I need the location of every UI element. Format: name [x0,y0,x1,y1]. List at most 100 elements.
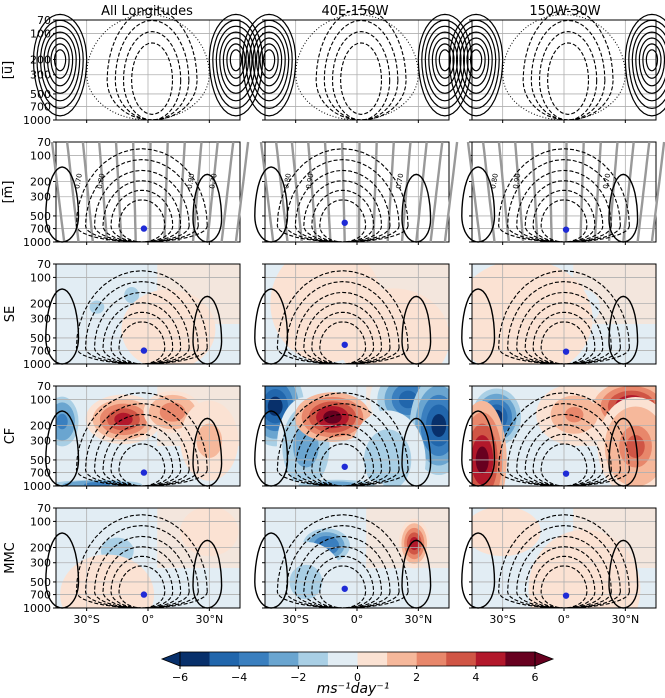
streamfunction-contour-solid [401,539,432,609]
angular-momentum-contour [98,141,109,243]
colorbar-extend-high [534,651,555,667]
row-label-cf: CF [3,428,18,445]
col-title-40e-150w: 40E-150W [321,4,388,19]
zonal-wind-contour [635,31,665,94]
blue-marker [341,341,348,348]
y-tick-label: 200 [30,175,51,188]
streamfunction-contour-dashed [516,413,612,487]
row-label-se: SE [3,306,18,322]
zonal-wind-contour [248,25,290,102]
streamfunction-contour-dashed [516,291,612,365]
streamfunction-contour-dashed [75,270,208,365]
streamfunction-contour-dashed [532,433,596,487]
blue-marker [562,348,570,355]
colorbar-tick-label: −6 [172,671,188,684]
colorbar-tick-label: 4 [472,671,479,684]
zonal-wind-contour-dashed [131,42,174,115]
angular-momentum-contour [357,141,361,243]
angular-momentum-contour [607,141,619,243]
streamfunction-contour-dashed [93,291,190,365]
x-tick-label: 30°N [195,613,223,626]
blue-marker [140,469,148,476]
zonal-wind-contour-dashed [522,8,614,121]
zonal-wind-contour [226,43,246,79]
x-tick-label: 0° [351,613,364,626]
angular-momentum-contour-label: 0.90 [186,173,197,190]
y-tick-label: 70 [37,14,51,27]
zonal-wind-contour [452,19,500,110]
streamfunction-contour-dashed [516,169,612,243]
angular-momentum-contour [548,141,553,243]
streamfunction-contour-dashed [311,189,375,243]
angular-momentum-contour-label: 0.70 [602,173,613,190]
colorbar-tick-label: 6 [532,671,539,684]
streamfunction-contour-dashed [532,189,596,243]
colorbar-label: ms⁻¹day⁻¹ [317,681,390,697]
streamfunction-contour-dashed [532,555,596,609]
streamfunction-contour-dashed [294,169,391,243]
x-tick-label: 30°N [611,613,639,626]
row-labels: [u̅] [m̅] SE CF MMC [1,61,18,574]
angular-momentum-contour [323,141,332,243]
angular-momentum-contour [341,141,346,243]
y-tick-label: 100 [30,393,51,406]
zonal-wind-contour [53,49,67,72]
zonal-wind-contour-dashed [106,8,198,121]
y-tick-label: 70 [37,136,51,149]
streamfunction-contour-dashed [294,413,391,487]
colorbar-segment [209,652,240,666]
y-tick-label: 500 [30,576,51,589]
zonal-wind-contour [39,25,81,102]
zonal-wind-contour-dashed [114,19,190,121]
streamfunction-contour-dashed [75,148,208,243]
streamfunction-contour-dashed [540,443,588,487]
col-title-all: All Longitudes [101,4,193,19]
zonal-wind-contour [435,43,455,79]
y-tick-label: 1000 [23,358,51,371]
blue-marker [562,226,570,233]
blue-marker [562,592,570,599]
angular-momentum-contour [466,141,482,243]
y-tick-label: 700 [30,101,51,114]
zonal-wind-contour [448,13,504,117]
angular-momentum-contour [148,141,152,243]
zonal-wind-contour [36,19,84,110]
y-tick-label: 70 [37,380,51,393]
angular-momentum-contour [497,141,510,243]
filled-field [472,508,656,608]
streamfunction-contour-dashed [303,302,383,365]
angular-momentum-contour [593,141,602,243]
streamfunction-contour-dashed [507,159,621,243]
streamfunction-contour-solid [45,410,80,487]
streamfunction-contour-solid [608,173,639,243]
colorbar-segment [505,652,536,666]
y-tick-label: 300 [30,191,51,204]
y-tick-label: 700 [30,589,51,602]
x-tick-label: 30°S [489,613,515,626]
x-tick-label: 0° [558,613,571,626]
angular-momentum-contour [650,141,665,243]
panel-grid: 7010020030050070010007010020030050070010… [23,8,665,626]
x-tick-label: 0° [142,613,155,626]
angular-momentum-contour [564,141,568,243]
x-tick-label: 30°S [282,613,308,626]
y-tick-label: 300 [30,313,51,326]
angular-momentum-contour [636,141,651,243]
streamfunction-contour-dashed [507,525,621,609]
field-contour-level [157,319,180,340]
zonal-wind-contour [642,43,662,79]
streamfunction-contour-dashed [276,148,409,243]
zonal-wind-contour [208,13,264,117]
x-tick-label: 30°N [404,613,432,626]
streamfunction-contour-dashed [540,321,588,365]
streamfunction-contour-solid [192,295,223,365]
angular-momentum-contour [50,141,66,243]
y-tick-label: 1000 [23,236,51,249]
y-tick-label: 1000 [23,480,51,493]
field-contour-level [114,412,133,426]
streamfunction-contour-dashed [118,321,166,365]
streamfunction-contour-solid [401,173,432,243]
column-titles: All Longitudes 40E-150W 150W-30W [101,4,601,19]
y-tick-label: 100 [30,149,51,162]
streamfunction-contour-dashed [93,169,190,243]
